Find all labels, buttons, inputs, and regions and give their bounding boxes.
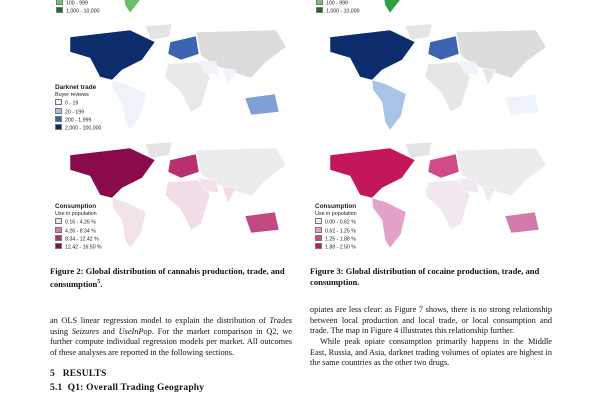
legend-item: 100 - 999 bbox=[56, 0, 99, 7]
legend-item: 0.16 - 4.26 % bbox=[55, 218, 102, 226]
legend-item: 8.34 - 12.42 % bbox=[55, 234, 102, 243]
legend-label: 0.62 - 1.25 % bbox=[325, 228, 356, 234]
footnote-mark: 5 bbox=[97, 279, 101, 285]
legend-label: 8.34 - 12.42 % bbox=[65, 236, 99, 243]
caption-text: Figure 2: Global distribution of cannabi… bbox=[50, 266, 285, 289]
legend-item: 0.00 - 0.62 % bbox=[315, 218, 357, 226]
paragraph: While peak opiate consumption primarily … bbox=[310, 337, 552, 369]
legend-item: 200 - 1,999 bbox=[55, 115, 101, 124]
legend-item: 0.62 - 1.25 % bbox=[315, 226, 357, 235]
legend-item: 0 - 19 bbox=[55, 99, 101, 107]
legend-label: 1.88 - 2.50 % bbox=[325, 244, 356, 251]
cocaine-trade-map bbox=[310, 22, 550, 134]
legend-item: 20 - 199 bbox=[55, 107, 101, 116]
text: an OLS linear regression model to explai… bbox=[50, 316, 270, 325]
legend-label: 12.42 - 16.50 % bbox=[65, 244, 102, 251]
text: . For the market comparison in Q2, we fu… bbox=[50, 326, 292, 357]
legend-item: 12.42 - 16.50 % bbox=[55, 242, 102, 251]
section-number: 5.1 bbox=[50, 383, 63, 393]
section-heading: 5 RESULTS bbox=[50, 369, 107, 379]
legend: Darknet trade Buyer reviews 0 - 19 20 - … bbox=[55, 84, 101, 132]
caption-text: Figure 3: Global distribution of cocaine… bbox=[310, 266, 540, 287]
text: using bbox=[50, 326, 72, 336]
legend-subtitle: Use in population bbox=[55, 211, 97, 217]
legend-label: 0.00 - 0.62 % bbox=[325, 219, 356, 226]
legend-title: Consumption bbox=[315, 203, 357, 210]
text: and bbox=[99, 326, 119, 336]
legend-label: 4.26 - 8.34 % bbox=[65, 228, 96, 234]
section-title: Q1: Overall Trading Geography bbox=[67, 383, 205, 393]
legend-subtitle: Use in population bbox=[315, 211, 357, 217]
legend-label: 20 - 199 bbox=[65, 109, 85, 115]
legend-label: 2,000 - 100,000 bbox=[65, 125, 102, 132]
text: While peak opiate consumption primarily … bbox=[310, 337, 552, 368]
legend: Consumption Use in population 0.00 - 0.6… bbox=[315, 203, 357, 251]
subsection-heading: 5.1 Q1: Overall Trading Geography bbox=[50, 383, 204, 393]
legend: 100 - 999 1,000 - 10,000 bbox=[316, 0, 359, 15]
text: UseInPop bbox=[118, 326, 152, 336]
legend-title: Consumption bbox=[55, 203, 97, 210]
legend-label: 100 - 999 bbox=[66, 0, 88, 7]
legend-label: 0 - 19 bbox=[65, 100, 79, 107]
legend-item: 1.25 - 1.88 % bbox=[315, 234, 357, 243]
legend-label: 0.16 - 4.26 % bbox=[65, 219, 96, 226]
legend-title: Darknet trade bbox=[55, 84, 97, 91]
legend-label: 200 - 1,999 bbox=[65, 117, 92, 124]
legend-label: 1,000 - 10,000 bbox=[66, 8, 100, 15]
legend: Consumption Use in population 0.16 - 4.2… bbox=[55, 203, 102, 251]
text: Seizures bbox=[71, 326, 100, 336]
legend-item: 2,000 - 100,000 bbox=[55, 123, 102, 132]
paragraph: opiates are less clear: as Figure 7 show… bbox=[310, 305, 552, 337]
text: Trades bbox=[269, 316, 292, 325]
legend-item: 1.88 - 2.50 % bbox=[315, 242, 357, 251]
figure-caption: Figure 2: Global distribution of cannabi… bbox=[50, 266, 300, 290]
figure-caption: Figure 3: Global distribution of cocaine… bbox=[310, 266, 560, 288]
legend-label: 100 - 999 bbox=[326, 0, 348, 7]
paragraph: an OLS linear regression model to explai… bbox=[50, 316, 292, 358]
legend-item: 100 - 999 bbox=[316, 0, 359, 7]
text: opiates are less clear: as Figure 7 show… bbox=[310, 305, 552, 336]
legend-item: 1,000 - 10,000 bbox=[316, 7, 359, 15]
legend-label: 1,000 - 10,000 bbox=[326, 8, 360, 15]
caption-text: . bbox=[100, 278, 103, 289]
legend: 100 - 999 1,000 - 10,000 bbox=[56, 0, 99, 15]
legend-label: 1.25 - 1.88 % bbox=[325, 236, 356, 243]
section-title: RESULTS bbox=[62, 369, 107, 379]
legend-item: 1,000 - 10,000 bbox=[56, 7, 99, 15]
legend-subtitle: Buyer reviews bbox=[55, 92, 89, 98]
section-number: 5 bbox=[50, 369, 55, 379]
legend-item: 4.26 - 8.34 % bbox=[55, 226, 102, 235]
